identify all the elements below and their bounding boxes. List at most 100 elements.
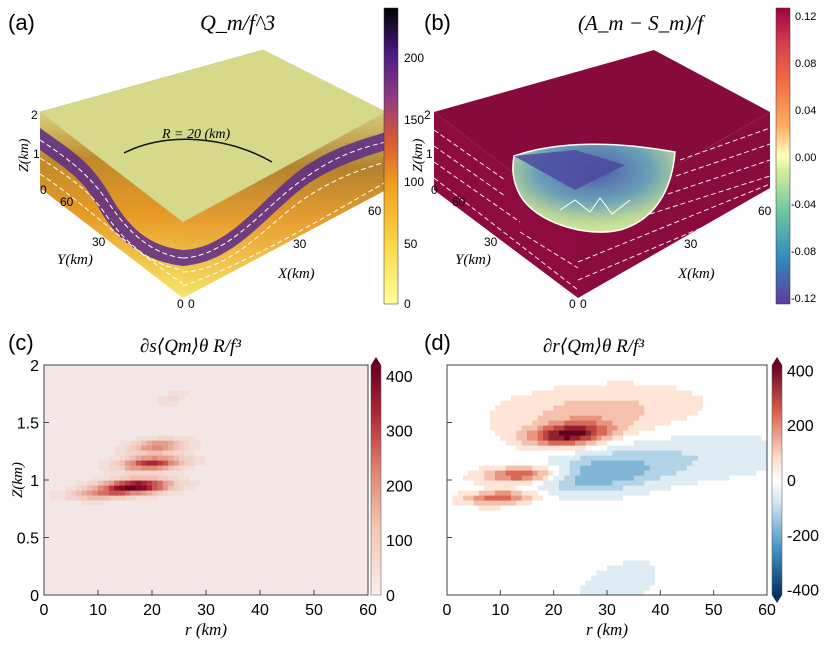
heatmap-cell: [660, 555, 667, 561]
heatmap-cell: [173, 470, 180, 476]
heatmap-cell: [314, 470, 320, 476]
heatmap-cell: [135, 560, 142, 566]
heatmap-cell: [200, 445, 207, 451]
heatmap-cell: [87, 415, 94, 421]
heatmap-cell: [580, 525, 587, 531]
heatmap-cell: [607, 450, 613, 456]
heatmap-cell: [500, 455, 507, 461]
heatmap-cell: [633, 510, 640, 516]
heatmap-cell: [44, 425, 50, 431]
heatmap-cell: [671, 470, 677, 476]
heatmap-cell: [505, 365, 512, 371]
heatmap-cell: [623, 515, 629, 521]
heatmap-cell: [238, 420, 245, 426]
heatmap-cell: [227, 495, 234, 501]
heatmap-cell: [65, 585, 72, 591]
heatmap-cell: [119, 435, 126, 441]
heatmap-cell: [569, 450, 576, 456]
heatmap-cell: [628, 530, 635, 536]
heatmap-cell: [211, 545, 218, 551]
heatmap-cell: [157, 445, 164, 451]
heatmap-cell: [44, 590, 50, 596]
heatmap-cell: [130, 575, 137, 581]
heatmap-cell: [484, 460, 491, 466]
heatmap-cell: [591, 445, 597, 451]
heatmap-cell: [297, 590, 304, 596]
heatmap-cell: [130, 395, 137, 401]
heatmap-cell: [617, 590, 624, 596]
heatmap-cell: [92, 530, 99, 536]
heatmap-cell: [500, 510, 507, 516]
heatmap-cell: [303, 420, 310, 426]
heatmap-cell: [665, 405, 672, 411]
heatmap-cell: [60, 590, 67, 596]
heatmap-cell: [303, 485, 310, 491]
heatmap-cell: [287, 405, 293, 411]
heatmap-cell: [665, 575, 672, 581]
heatmap-cell: [362, 525, 369, 531]
x-tick-label: 60: [359, 602, 377, 619]
heatmap-cell: [346, 425, 353, 431]
heatmap-cell: [60, 585, 67, 591]
heatmap-cell: [227, 535, 234, 541]
heatmap-cell: [238, 365, 245, 371]
heatmap-cell: [119, 480, 126, 486]
heatmap-cell: [103, 510, 110, 516]
heatmap-cell: [341, 475, 347, 481]
heatmap-cell: [135, 485, 142, 491]
heatmap-cell: [103, 525, 110, 531]
heatmap-cell: [227, 585, 234, 591]
heatmap-cell: [346, 580, 353, 586]
heatmap-cell: [200, 475, 207, 481]
heatmap-cell: [617, 440, 624, 446]
heatmap-cell: [168, 450, 175, 456]
heatmap-cell: [146, 455, 153, 461]
heatmap-cell: [319, 490, 326, 496]
heatmap-cell: [335, 475, 342, 481]
heatmap-cell: [607, 400, 613, 406]
heatmap-cell: [98, 370, 104, 376]
heatmap-cell: [495, 505, 501, 511]
heatmap-cell: [71, 520, 77, 526]
heatmap-cell: [270, 590, 277, 596]
heatmap-cell: [511, 450, 517, 456]
heatmap-cell: [489, 530, 496, 536]
heatmap-cell: [65, 535, 72, 541]
panel-b-z-tick-1: 1: [426, 147, 433, 161]
heatmap-cell: [511, 525, 517, 531]
heatmap-cell: [189, 500, 196, 506]
heatmap-cell: [200, 580, 207, 586]
heatmap-cell: [601, 390, 608, 396]
heatmap-cell: [260, 565, 266, 571]
heatmap-cell: [238, 515, 245, 521]
heatmap-cell: [324, 505, 331, 511]
heatmap-cell: [108, 565, 115, 571]
heatmap-cell: [548, 520, 555, 526]
heatmap-cell: [249, 470, 256, 476]
heatmap-cell: [168, 370, 175, 376]
heatmap-cell: [243, 365, 250, 371]
heatmap-cell: [601, 540, 608, 546]
heatmap-cell: [238, 525, 245, 531]
heatmap-cell: [108, 430, 115, 436]
heatmap-cell: [44, 490, 50, 496]
heatmap-cell: [447, 390, 453, 396]
heatmap-cell: [189, 535, 196, 541]
heatmap-cell: [665, 530, 672, 536]
heatmap-cell: [211, 430, 218, 436]
heatmap-cell: [270, 425, 277, 431]
heatmap-cell: [49, 485, 56, 491]
heatmap-cell: [297, 435, 304, 441]
heatmap-cell: [54, 445, 61, 451]
heatmap-cell: [687, 515, 693, 521]
heatmap-cell: [463, 580, 469, 586]
heatmap-cell: [87, 535, 94, 541]
heatmap-cell: [452, 515, 459, 521]
heatmap-cell: [292, 585, 299, 591]
heatmap-cell: [612, 425, 619, 431]
heatmap-cell: [195, 430, 202, 436]
heatmap-cell: [537, 420, 544, 426]
heatmap-cell: [103, 440, 110, 446]
heatmap-cell: [87, 545, 94, 551]
